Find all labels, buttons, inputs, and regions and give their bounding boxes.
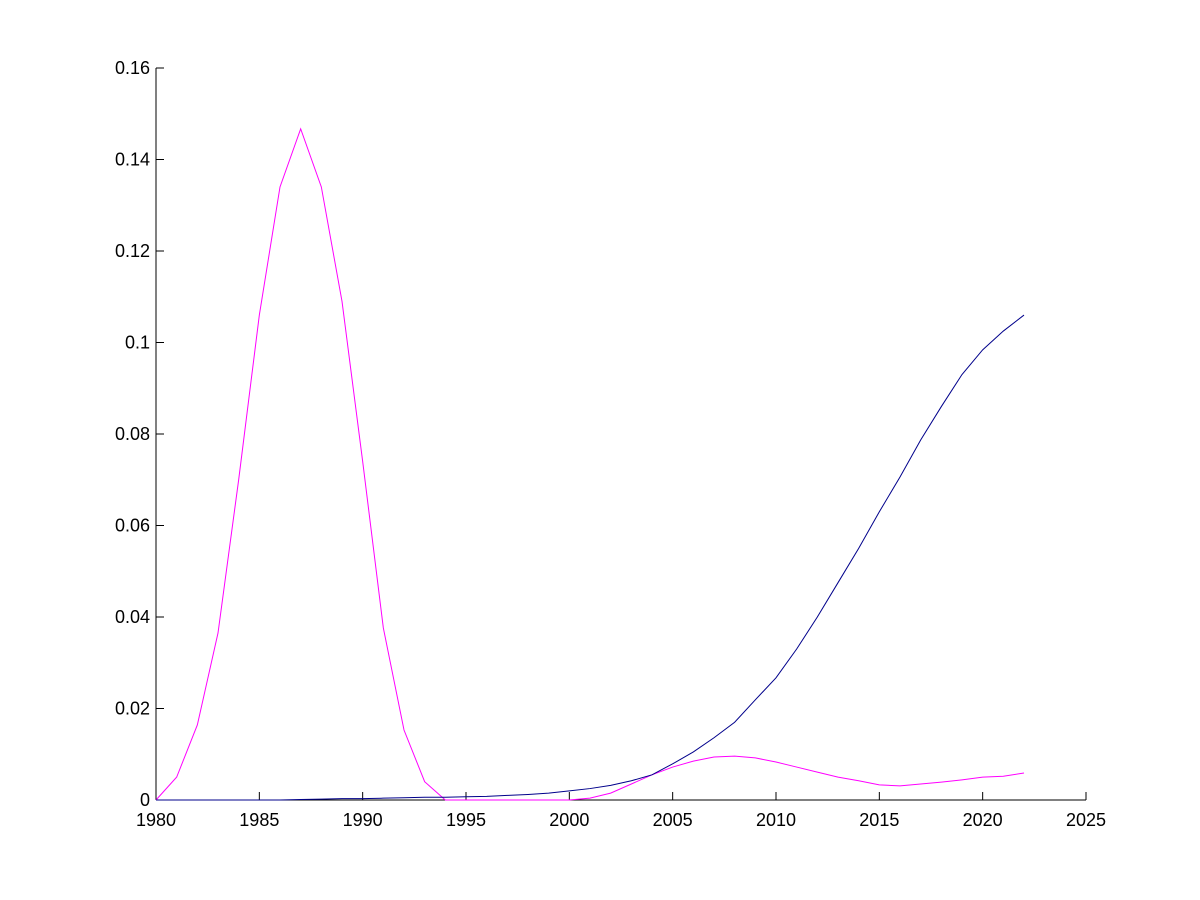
x-tick-label: 1995: [446, 810, 486, 830]
x-tick-label: 1990: [343, 810, 383, 830]
y-tick-label: 0.06: [115, 516, 150, 536]
series-line: [155, 127, 1025, 801]
x-tick-label: 1985: [239, 810, 279, 830]
y-tick-label: 0.14: [115, 150, 150, 170]
y-tick-label: 0.08: [115, 424, 150, 444]
y-tick-label: 0: [140, 790, 150, 810]
series-line: [156, 314, 1025, 801]
x-tick-label: 2000: [549, 810, 589, 830]
y-tick-label: 0.04: [115, 607, 150, 627]
y-tick-label: 0.16: [115, 58, 150, 78]
x-tick-label: 2010: [756, 810, 796, 830]
x-tick-label: 2005: [653, 810, 693, 830]
x-tick-label: 1980: [136, 810, 176, 830]
x-tick-label: 2020: [963, 810, 1003, 830]
x-tick-label: 2015: [859, 810, 899, 830]
y-tick-label: 0.1: [125, 333, 150, 353]
y-tick-label: 0.02: [115, 699, 150, 719]
y-tick-label: 0.12: [115, 241, 150, 261]
x-tick-label: 2025: [1066, 810, 1106, 830]
